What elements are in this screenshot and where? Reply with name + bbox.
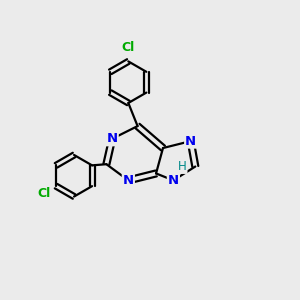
Text: N: N bbox=[185, 135, 196, 148]
Text: Cl: Cl bbox=[122, 40, 135, 54]
Text: N: N bbox=[106, 132, 118, 145]
Text: Cl: Cl bbox=[37, 187, 50, 200]
Text: H: H bbox=[178, 160, 187, 173]
Text: N: N bbox=[123, 174, 134, 187]
Text: N: N bbox=[168, 174, 179, 187]
